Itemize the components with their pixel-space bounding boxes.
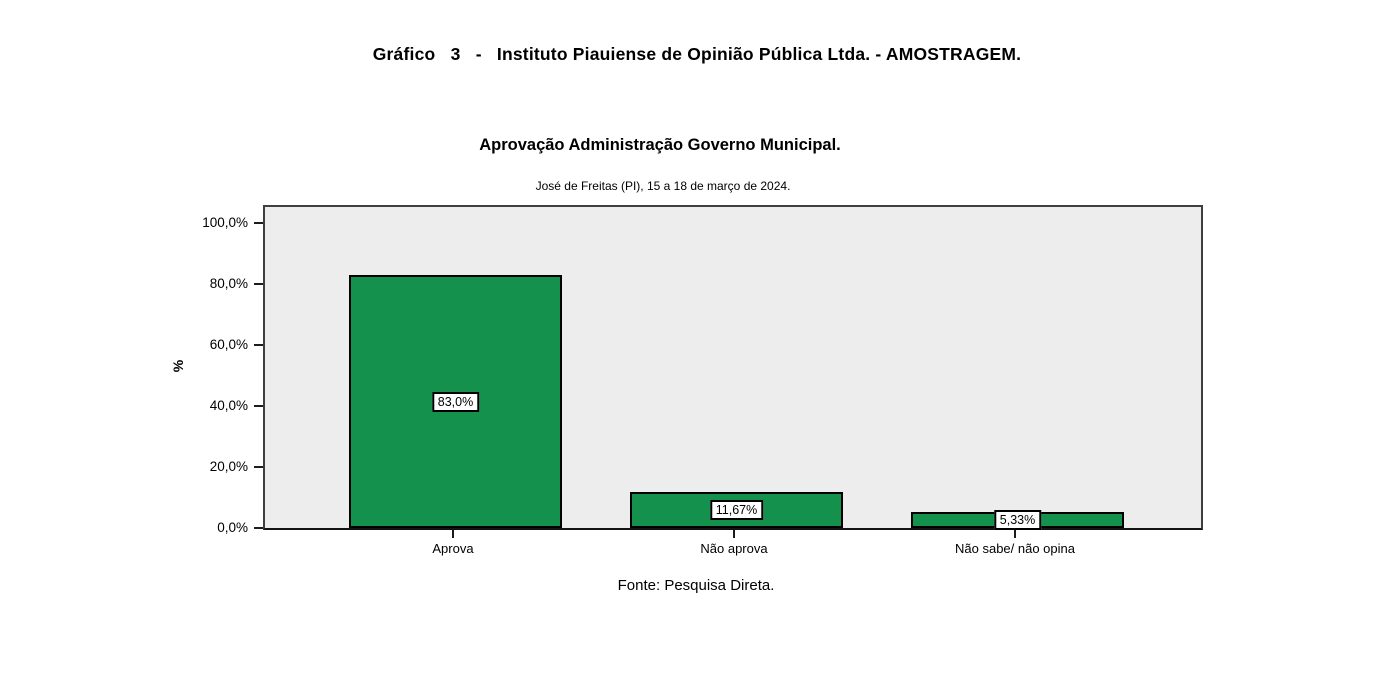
bar: 5,33% xyxy=(911,510,1124,530)
y-tick-mark xyxy=(254,283,263,285)
y-tick-label: 40,0% xyxy=(209,398,248,413)
y-tick-mark xyxy=(254,405,263,407)
y-tick-mark xyxy=(254,222,263,224)
chart-subtitle: José de Freitas (PI), 15 a 18 de março d… xyxy=(535,179,791,193)
x-tick-mark xyxy=(452,530,454,538)
y-tick-mark xyxy=(254,344,263,346)
category-label: Não sabe/ não opina xyxy=(955,541,1075,556)
y-axis-label: % xyxy=(170,359,187,373)
y-tick-label: 20,0% xyxy=(209,459,248,474)
y-tick-label: 100,0% xyxy=(202,215,248,230)
bar-value-label: 5,33% xyxy=(993,510,1042,530)
y-tick-mark xyxy=(254,466,263,468)
y-tick-mark xyxy=(254,527,263,529)
x-tick-mark xyxy=(1014,530,1016,538)
y-tick-label: 80,0% xyxy=(209,276,248,291)
y-tick-label: 60,0% xyxy=(209,337,248,352)
category-label: Não aprova xyxy=(700,541,768,556)
chart-title: Aprovação Administração Governo Municipa… xyxy=(479,136,841,154)
figure-caption: Gráfico 3 - Instituto Piauiense de Opini… xyxy=(372,44,1022,64)
bar: 83,0% xyxy=(349,275,562,528)
bar: 11,67% xyxy=(630,492,843,528)
x-tick-mark xyxy=(733,530,735,538)
category-label: Aprova xyxy=(432,541,474,556)
source-note: Fonte: Pesquisa Direta. xyxy=(617,577,775,594)
y-tick-label: 0,0% xyxy=(217,520,248,535)
bar-value-label: 83,0% xyxy=(431,391,480,412)
bar-value-label: 11,67% xyxy=(709,500,764,520)
plot-area: 83,0% 11,67% 5,33% xyxy=(263,205,1203,530)
